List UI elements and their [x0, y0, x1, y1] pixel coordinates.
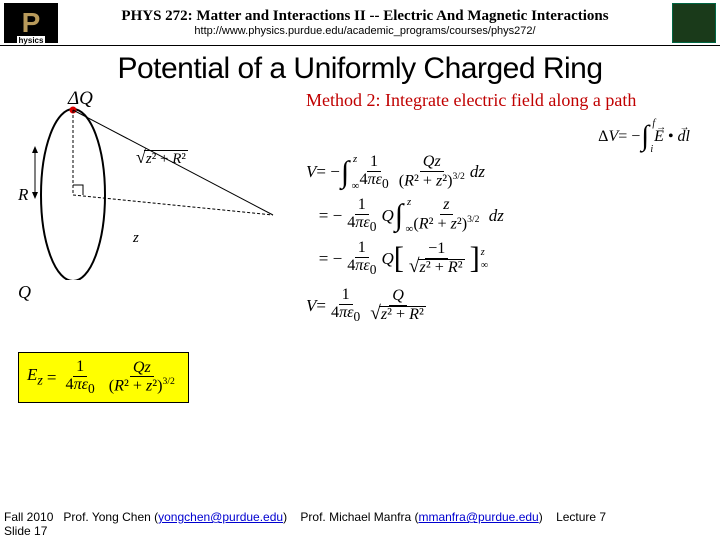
- prof1-name: Prof. Yong Chen (: [63, 510, 158, 524]
- ring-diagram: [18, 90, 288, 280]
- prof2-name: Prof. Michael Manfra (: [300, 510, 418, 524]
- z-label: z: [133, 230, 139, 247]
- header-text: PHYS 272: Matter and Interactions II -- …: [58, 8, 672, 37]
- logo-letter: P: [22, 7, 41, 39]
- close1: ): [283, 510, 287, 524]
- delta-q-label: ΔQ: [68, 88, 93, 110]
- slide-title: Potential of a Uniformly Charged Ring: [0, 52, 720, 86]
- eq-line-4: V = 14πε0 Qz² + R²: [306, 287, 702, 324]
- footer: Fall 2010 Prof. Yong Chen (yongchen@purd…: [4, 510, 716, 538]
- eq-line-1: V = − ∫z∞ 14πε0 Qz(R² + z²)3/2 dz: [306, 154, 702, 191]
- slide-number: Slide 17: [4, 524, 47, 538]
- ez-formula-box: Ez = 14πε0 Qz(R² + z²)3/2: [18, 352, 189, 403]
- eq-line-2: = − 14πε0 Q ∫z∞ z(R² + z²)3/2 dz: [306, 197, 702, 234]
- prof2-email-link[interactable]: mmanfra@purdue.edu: [418, 510, 538, 524]
- semester: Fall 2010: [4, 510, 53, 524]
- lecture-number: Lecture 7: [556, 510, 606, 524]
- delta-v-definition: ΔV = − ∫fi E→ • dl→: [598, 120, 690, 153]
- q-label: Q: [18, 282, 31, 303]
- purdue-logo: P hysics: [4, 3, 58, 43]
- logo-subtext: hysics: [17, 36, 46, 45]
- r-label: R: [18, 185, 28, 205]
- course-title: PHYS 272: Matter and Interactions II -- …: [58, 8, 672, 25]
- prof1-email-link[interactable]: yongchen@purdue.edu: [158, 510, 283, 524]
- close2: ): [539, 510, 543, 524]
- decorative-graphic: [672, 3, 716, 43]
- hypotenuse-label: z² + R²: [136, 150, 188, 168]
- course-url: http://www.physics.purdue.edu/academic_p…: [58, 25, 672, 37]
- eq-line-3: = − 14πε0 Q [ −1z² + R² ]z∞: [306, 240, 702, 277]
- method-heading: Method 2: Integrate electric field along…: [306, 90, 702, 112]
- header-bar: P hysics PHYS 272: Matter and Interactio…: [0, 0, 720, 46]
- diagram-column: ΔQ z² + R² R z Q Ez = 14πε0 Qz(R² + z²)3…: [18, 90, 288, 331]
